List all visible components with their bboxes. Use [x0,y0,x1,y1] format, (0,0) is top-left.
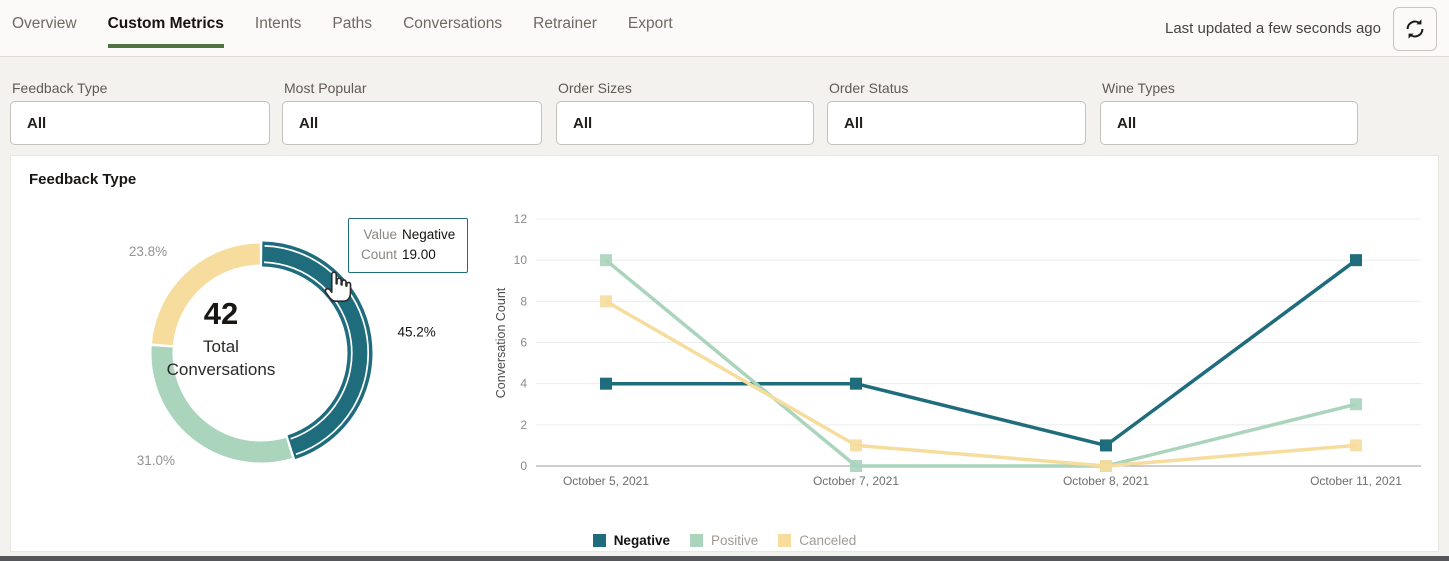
data-point-positive[interactable] [1350,398,1362,411]
donut-percent-label: 23.8% [129,244,167,259]
filter-label: Wine Types [1102,80,1175,96]
data-point-positive[interactable] [850,460,862,472]
tab-list: Overview Custom Metrics Intents Paths Co… [12,0,673,48]
tab-overview[interactable]: Overview [12,15,77,32]
donut-tooltip: Value Negative Count 19.00 [348,218,469,273]
filter-wine-types-select[interactable]: All [1100,101,1358,145]
legend-item-positive[interactable]: Positive [689,533,759,548]
y-tick-label: 12 [514,212,528,226]
data-point-negative[interactable] [850,377,862,390]
data-point-canceled[interactable] [1350,439,1362,452]
positive-swatch-icon [689,534,703,547]
x-tick-label: October 5, 2021 [563,474,649,488]
filter-label: Order Status [829,80,909,96]
donut-slice-canceled[interactable] [151,243,261,346]
x-tick-label: October 7, 2021 [813,474,899,488]
y-tick-label: 0 [520,459,527,473]
y-tick-label: 6 [520,336,527,350]
tooltip-value-label: Value [363,227,398,242]
filter-label: Most Popular [284,80,367,96]
tab-retrainer[interactable]: Retrainer [533,15,597,32]
feedback-type-panel: Feedback Type 45.2% 31.0% 23.8% 42 Total C… [10,155,1439,552]
y-axis-title: Conversation Count [494,287,508,398]
y-tick-label: 4 [520,377,527,391]
donut-slice-negative[interactable] [261,241,373,460]
chart-legend: Negative Positive Canceled [11,533,1438,548]
top-tab-bar: Overview Custom Metrics Intents Paths Co… [0,0,1449,57]
x-tick-label: October 11, 2021 [1310,474,1402,488]
tab-intents[interactable]: Intents [254,15,302,32]
legend-label: Canceled [799,533,857,548]
data-point-negative[interactable] [1100,439,1112,452]
filter-most-popular-select[interactable]: All [282,101,542,145]
refresh-button[interactable] [1393,6,1437,51]
line-series-negative[interactable] [606,258,1358,448]
tab-custom-metrics[interactable]: Custom Metrics [107,0,225,48]
conversation-count-line-chart[interactable]: 0 2 4 6 8 10 12 October 5, 2021 October 7, 2021 O… [491,201,1436,501]
bottom-accent-bar [0,556,1449,561]
refresh-icon [1403,17,1427,41]
tab-export[interactable]: Export [627,15,673,32]
filter-feedback-type-select[interactable]: All [10,101,270,145]
legend-label: Positive [710,533,759,548]
legend-item-negative[interactable]: Negative [592,533,670,548]
y-tick-label: 8 [520,294,527,308]
donut-percent-label: 31.0% [137,453,175,468]
line-series-positive[interactable] [604,258,1357,468]
filter-order-status-select[interactable]: All [827,101,1086,145]
tooltip-value: Negative [402,227,456,242]
legend-label: Negative [613,533,670,548]
canceled-swatch-icon [778,534,792,547]
filter-label: Feedback Type [12,80,108,96]
data-point-negative[interactable] [600,377,612,390]
tab-paths[interactable]: Paths [332,15,373,32]
data-point-canceled[interactable] [1100,460,1112,472]
panel-title: Feedback Type [29,171,137,188]
tooltip-count: 19.00 [402,247,436,263]
tooltip-count-label: Count [361,247,398,263]
x-tick-label: October 8, 2021 [1063,474,1149,488]
negative-swatch-icon [592,534,606,547]
data-point-negative[interactable] [1350,254,1362,267]
line-series-canceled[interactable] [605,299,1357,468]
slice-highlight-outline [264,245,369,456]
last-updated-text: Last updated a few seconds ago [1165,20,1381,37]
donut-slice-positive[interactable] [151,346,292,463]
filter-wine-types: Wine Types All [1100,80,1358,145]
slice-highlight-outline [263,261,353,440]
legend-item-canceled[interactable]: Canceled [778,533,856,548]
filter-most-popular: Most Popular All [282,80,542,145]
filter-order-sizes: Order Sizes All [556,80,814,145]
tab-conversations[interactable]: Conversations [403,15,503,32]
filter-label: Order Sizes [558,80,632,96]
y-tick-label: 2 [520,418,527,432]
filter-order-sizes-select[interactable]: All [556,101,814,145]
y-tick-label: 10 [514,253,528,267]
feedback-donut-chart[interactable]: 45.2% 31.0% 23.8% [31,196,491,536]
data-point-positive[interactable] [600,254,612,267]
donut-percent-label: 45.2% [398,324,436,339]
filter-feedback-type: Feedback Type All [10,80,270,145]
filter-order-status: Order Status All [827,80,1086,145]
data-point-canceled[interactable] [600,295,612,308]
data-point-canceled[interactable] [850,439,862,452]
